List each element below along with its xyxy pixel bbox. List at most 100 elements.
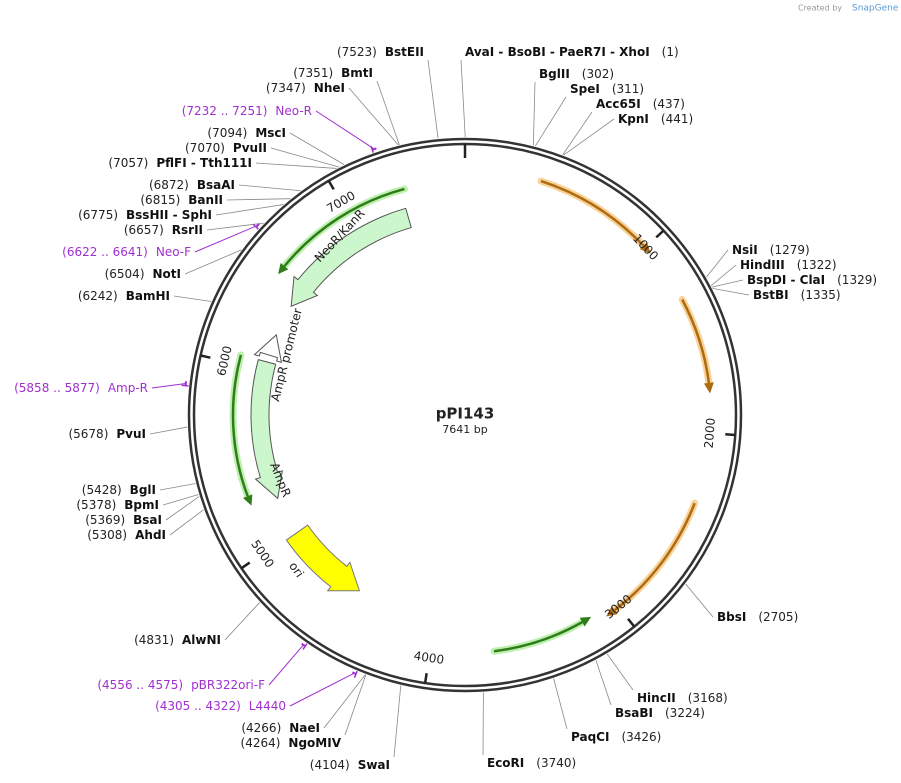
features <box>229 177 714 655</box>
site-name: BanII <box>188 193 223 207</box>
site-connector <box>255 162 337 169</box>
site-position: (1335) <box>801 288 841 302</box>
site-position: (437) <box>653 97 685 111</box>
site-label: (6815) BanII <box>140 193 223 207</box>
site-name: AvaI - BsoBI - PaeR7I - XhoI <box>465 45 650 59</box>
site-position: (4264) <box>241 736 281 750</box>
site-position: (6242) <box>78 289 118 303</box>
site-connector <box>706 249 729 278</box>
tick-label: 6000 <box>214 344 234 377</box>
site-label: BglII (302) <box>539 67 614 81</box>
site-name: HindIII <box>740 258 785 272</box>
backbone-outer <box>187 137 743 693</box>
site-name: Acc65I <box>596 97 641 111</box>
site-name: MscI <box>255 126 286 140</box>
site-label: Acc65I (437) <box>596 97 685 111</box>
site-label: (7057) PflFI - Tth111I <box>108 156 252 170</box>
site-position: (7347) <box>266 81 306 95</box>
primer-tick <box>302 643 308 650</box>
site-connector <box>553 678 568 730</box>
site-label: (4264) NgoMIV <box>241 736 342 750</box>
site-position: (7351) <box>293 66 333 80</box>
site-name: RsrII <box>172 223 203 237</box>
site-name: SpeI <box>570 82 600 96</box>
site-position: (7057) <box>108 156 148 170</box>
site-label: (4104) SwaI <box>310 758 390 772</box>
site-position: (7232 .. 7251) <box>182 104 268 118</box>
orf-arrow-head <box>639 242 651 254</box>
site-name: NotI <box>153 267 182 281</box>
site-name: BssHII - SphI <box>126 208 212 222</box>
site-position: (5378) <box>76 498 116 512</box>
site-name: BglI <box>130 483 156 497</box>
plasmid-name: pPI143 <box>436 405 495 423</box>
site-name: BspDI - ClaI <box>747 273 825 287</box>
site-label: KpnI (441) <box>618 112 693 126</box>
brand: SnapGene <box>852 4 899 14</box>
feature-neor <box>290 207 412 308</box>
site-connector <box>348 87 399 146</box>
primer-connector <box>151 382 186 389</box>
orf-arrow-head <box>606 606 618 617</box>
site-label: (5308) AhdI <box>87 528 166 542</box>
site-position: (4305 .. 4322) <box>155 699 241 713</box>
site-label: (6872) BsaAI <box>149 178 235 192</box>
site-connector <box>289 132 345 165</box>
site-name: Neo-F <box>156 245 191 259</box>
site-label: (4266) NaeI <box>241 721 320 735</box>
site-name: BglII <box>539 67 570 81</box>
site-connector <box>159 483 196 491</box>
feature-ampr <box>250 359 283 500</box>
site-position: (6622 .. 6641) <box>62 245 148 259</box>
site-name: NaeI <box>289 721 320 735</box>
site-label: (6657) RsrII <box>124 223 203 237</box>
site-position: (4104) <box>310 758 350 772</box>
tick-label: 2000 <box>702 417 718 448</box>
orf-arrow-head <box>703 382 714 394</box>
site-label: SpeI (311) <box>570 82 644 96</box>
site-label: (6775) BssHII - SphI <box>78 208 212 222</box>
site-name: HincII <box>637 691 676 705</box>
site-name: PaqCI <box>571 730 609 744</box>
site-position: (3740) <box>536 756 576 770</box>
site-name: AhdI <box>135 528 166 542</box>
site-label: EcoRI (3740) <box>487 756 576 770</box>
site-connector <box>344 674 367 736</box>
site-connector <box>169 509 204 536</box>
orf-arrow-glow <box>537 177 647 250</box>
site-connector <box>606 653 634 691</box>
site-position: (3168) <box>688 691 728 705</box>
site-position: (4266) <box>241 721 281 735</box>
orf-arrow <box>283 187 405 267</box>
feature-promoter <box>253 333 283 364</box>
labels: 1000200030004000500060007000NeoR/KanRAmp… <box>14 45 877 772</box>
site-connector <box>224 602 260 641</box>
plasmid-length: 7641 bp <box>442 423 487 436</box>
site-name: BsaI <box>133 513 162 527</box>
site-position: (1329) <box>837 273 877 287</box>
site-position: (6775) <box>78 208 118 222</box>
site-name: L4440 <box>249 699 286 713</box>
tick-mark <box>423 672 428 684</box>
site-label: PaqCI (3426) <box>571 730 661 744</box>
orf-arrow <box>231 354 249 497</box>
site-name: Amp-R <box>108 381 148 395</box>
site-label: (7351) BmtI <box>293 66 373 80</box>
site-connector <box>563 118 615 156</box>
site-connector <box>184 249 242 275</box>
site-name: pBR322ori-F <box>191 678 265 692</box>
site-label: (7523) BstEII <box>337 45 424 59</box>
site-position: (302) <box>582 67 614 81</box>
site-label: (7094) MscI <box>207 126 286 140</box>
site-label: AvaI - BsoBI - PaeR7I - XhoI (1) <box>465 45 679 59</box>
site-position: (5858 .. 5877) <box>14 381 100 395</box>
tick-mark <box>655 229 665 239</box>
site-connector <box>562 111 593 155</box>
site-position: (4556 .. 4575) <box>97 678 183 692</box>
site-position: (3426) <box>621 730 661 744</box>
site-connector <box>206 222 264 231</box>
site-label: BstBI (1335) <box>753 288 841 302</box>
site-position: (7094) <box>207 126 247 140</box>
site-connector <box>427 59 439 139</box>
site-connector <box>711 279 744 288</box>
